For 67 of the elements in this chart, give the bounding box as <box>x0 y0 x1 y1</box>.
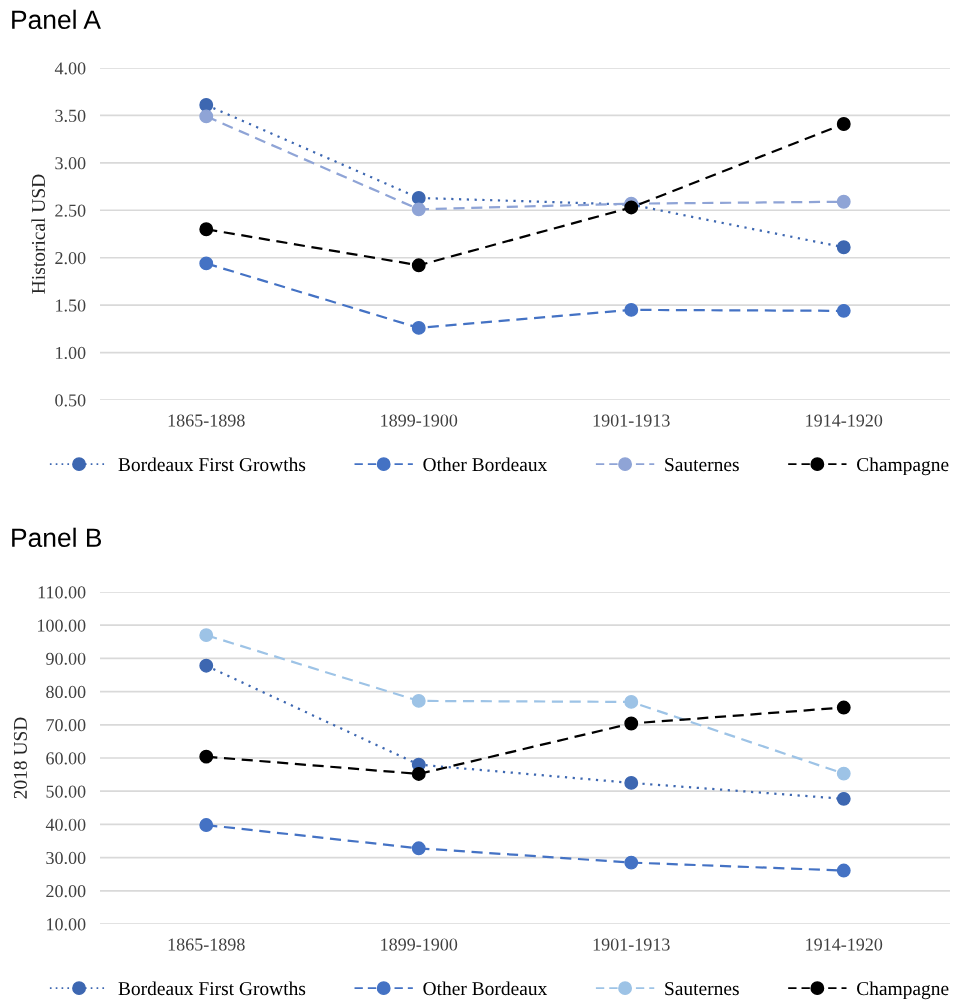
y-tick-label: 20.00 <box>46 885 86 898</box>
point <box>411 766 426 781</box>
point <box>199 256 214 271</box>
point <box>199 749 214 764</box>
legend-label: Sauternes <box>665 458 739 472</box>
y-tick-label: 4.00 <box>54 62 86 75</box>
point <box>836 700 851 715</box>
chart-title: Panel A <box>12 9 101 30</box>
y-axis-title: 2018 USD <box>13 717 27 799</box>
point <box>199 658 214 673</box>
point <box>411 202 426 217</box>
y-tick-label: 2.00 <box>55 251 86 265</box>
legend-label: Champagne <box>857 457 949 476</box>
x-tick-label: 1899-1900 <box>381 938 458 951</box>
x-tick-label: 1914-1920 <box>806 938 883 951</box>
x-tick-label: 1901-1913 <box>593 414 670 427</box>
y-tick-label: 10.00 <box>47 918 86 931</box>
chart-title: Panel B <box>12 527 102 548</box>
point <box>199 818 214 833</box>
y-tick-label: 1.00 <box>56 346 86 360</box>
point <box>836 863 851 878</box>
y-axis-title: Historical USD <box>31 174 46 294</box>
x-tick-label: 1865-1898 <box>168 414 245 427</box>
legend-label: Other Bordeaux <box>423 981 548 996</box>
point <box>836 240 851 255</box>
y-tick-label: 30.00 <box>46 851 86 865</box>
point <box>624 716 639 731</box>
point <box>836 117 851 131</box>
y-tick-label: 3.50 <box>55 109 86 122</box>
legend-label: Bordeaux First Growths <box>118 981 306 996</box>
point <box>624 302 639 317</box>
y-tick-label: 50.00 <box>46 785 86 798</box>
point <box>411 191 426 205</box>
y-tick-label: 110.00 <box>38 586 86 599</box>
x-tick-label: 1865-1898 <box>168 938 245 951</box>
point <box>199 109 214 124</box>
point <box>199 628 214 643</box>
point <box>624 694 639 709</box>
y-tick-label: 70.00 <box>46 719 86 732</box>
y-tick-label: 60.00 <box>46 752 86 765</box>
point <box>836 194 851 209</box>
point <box>199 98 214 112</box>
point <box>411 258 426 273</box>
point <box>836 766 851 781</box>
y-tick-label: 100.00 <box>38 619 86 632</box>
point <box>624 775 639 790</box>
point <box>624 855 639 870</box>
x-tick-label: 1899-1900 <box>381 414 458 427</box>
point <box>411 841 426 856</box>
x-tick-label: 1914-1920 <box>806 414 883 427</box>
point <box>411 320 426 335</box>
legend-label: Bordeaux First Growths <box>118 457 306 472</box>
legend-label: Other Bordeaux <box>423 457 548 472</box>
point <box>836 303 851 318</box>
point <box>411 693 426 708</box>
y-tick-label: 0.50 <box>55 394 86 407</box>
y-tick-label: 90.00 <box>46 652 86 665</box>
x-tick-label: 1901-1913 <box>593 938 670 951</box>
legend-label: Sauternes <box>665 982 739 996</box>
point <box>199 222 214 237</box>
y-tick-label: 80.00 <box>46 685 86 699</box>
y-tick-label: 2.50 <box>55 204 86 217</box>
y-tick-label: 40.00 <box>45 818 86 831</box>
y-tick-label: 1.50 <box>56 299 86 312</box>
legend-label: Champagne <box>857 981 949 1000</box>
y-tick-label: 3.00 <box>55 157 86 170</box>
point <box>836 791 851 806</box>
